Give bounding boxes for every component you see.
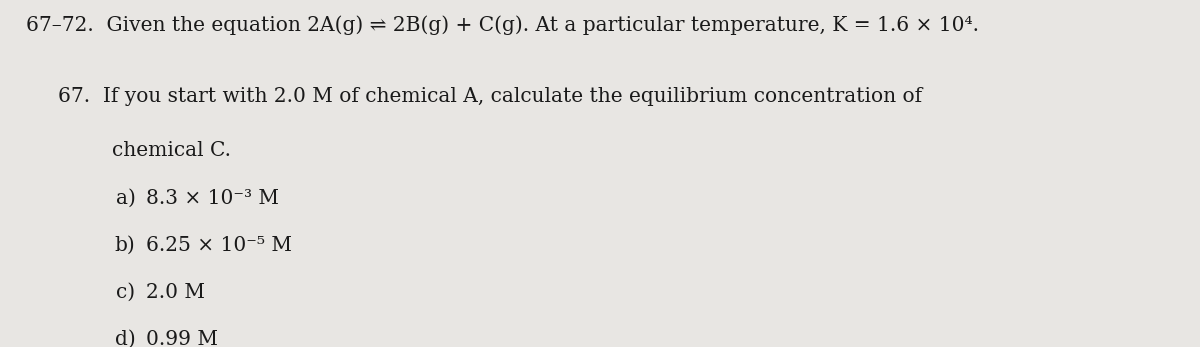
Text: chemical C.: chemical C. bbox=[112, 141, 230, 160]
Text: c): c) bbox=[116, 283, 136, 302]
Text: 2.0 M: 2.0 M bbox=[146, 283, 205, 302]
Text: 67.  If you start with 2.0 M of chemical A, calculate the equilibrium concentrat: 67. If you start with 2.0 M of chemical … bbox=[58, 87, 922, 106]
Text: 6.25 × 10⁻⁵ M: 6.25 × 10⁻⁵ M bbox=[146, 236, 293, 255]
Text: a): a) bbox=[115, 189, 136, 208]
Text: 0.99 M: 0.99 M bbox=[146, 330, 218, 347]
Text: 8.3 × 10⁻³ M: 8.3 × 10⁻³ M bbox=[146, 189, 280, 208]
Text: b): b) bbox=[115, 236, 136, 255]
Text: 67–72.  Given the equation 2A(g) ⇌ 2B(g) + C(g). At a particular temperature, K : 67–72. Given the equation 2A(g) ⇌ 2B(g) … bbox=[26, 16, 979, 35]
Text: d): d) bbox=[115, 330, 136, 347]
